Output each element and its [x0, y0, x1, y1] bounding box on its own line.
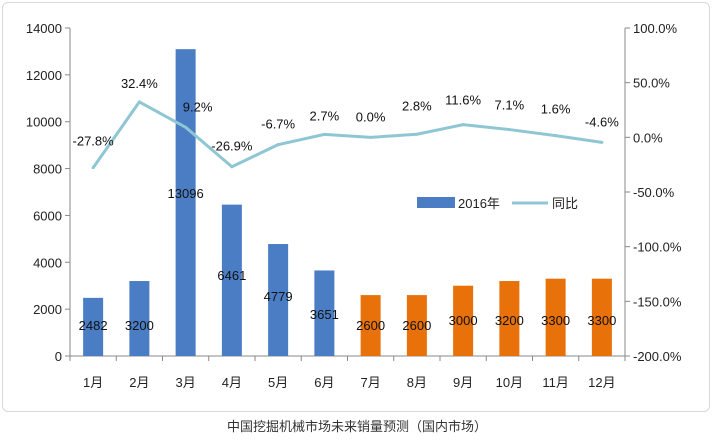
- yoy-point: [415, 132, 419, 136]
- yoy-value-label: -27.8%: [73, 134, 115, 149]
- left-tick-label: 4000: [33, 255, 62, 270]
- yoy-value-label: -4.6%: [585, 114, 619, 129]
- yoy-point: [230, 165, 234, 169]
- x-tick-label: 11月: [542, 375, 569, 390]
- yoy-point: [91, 166, 95, 170]
- right-tick-label: -200.0%: [633, 349, 682, 364]
- yoy-value-label: -6.7%: [261, 117, 295, 132]
- bar-value-label: 3300: [541, 313, 570, 328]
- legend-bar-label: 2016年: [458, 196, 500, 211]
- bar: [499, 281, 520, 356]
- right-tick-label: 100.0%: [633, 21, 678, 36]
- yoy-value-label: 2.7%: [310, 108, 340, 123]
- yoy-point: [322, 132, 326, 136]
- left-tick-label: 14000: [26, 21, 62, 36]
- yoy-value-label: 7.1%: [495, 98, 525, 113]
- right-tick-label: 50.0%: [633, 76, 670, 91]
- bar: [545, 278, 566, 356]
- x-tick-label: 9月: [453, 375, 473, 390]
- yoy-value-label: 1.6%: [541, 102, 571, 117]
- yoy-point: [184, 125, 188, 129]
- legend-line-label: 同比: [552, 196, 578, 211]
- yoy-line: [91, 100, 603, 169]
- x-tick-label: 1月: [83, 375, 103, 390]
- x-tick-label: 12月: [588, 375, 615, 390]
- bar: [360, 295, 381, 356]
- bar-value-label: 13096: [168, 186, 204, 201]
- bar: [406, 295, 427, 356]
- bar: [221, 204, 242, 356]
- right-tick-label: -150.0%: [633, 294, 682, 309]
- legend-bar-swatch: [417, 197, 455, 208]
- bar: [591, 278, 612, 356]
- bar-value-label: 3651: [310, 307, 339, 322]
- x-tick-label: 7月: [361, 375, 381, 390]
- bar-value-label: 3000: [449, 313, 478, 328]
- chart-caption: 中国挖掘机械市场未来销量预测（国内市场）: [226, 420, 487, 435]
- x-tick-label: 5月: [268, 375, 288, 390]
- bar-value-label: 3300: [587, 313, 616, 328]
- left-tick-label: 6000: [33, 208, 62, 223]
- left-tick-label: 0: [55, 349, 62, 364]
- bar-value-label: 2600: [356, 318, 385, 333]
- right-tick-label: 0.0%: [633, 130, 663, 145]
- x-tick-label: 6月: [314, 375, 334, 390]
- bar-value-label: 3200: [125, 318, 154, 333]
- yoy-point: [554, 134, 558, 138]
- yoy-value-label: 32.4%: [121, 76, 158, 91]
- left-tick-label: 10000: [26, 115, 62, 130]
- right-tick-label: -50.0%: [633, 185, 675, 200]
- x-tick-label: 10月: [496, 375, 523, 390]
- right-tick-label: -100.0%: [633, 240, 682, 255]
- bar: [268, 244, 289, 356]
- bar: [314, 270, 335, 356]
- yoy-value-label: 2.8%: [402, 98, 432, 113]
- yoy-point: [137, 100, 141, 104]
- x-tick-label: 8月: [407, 375, 427, 390]
- bar-value-label: 6461: [217, 268, 246, 283]
- yoy-value-label: 9.2%: [183, 99, 213, 114]
- bar: [453, 285, 474, 356]
- yoy-point: [276, 143, 280, 147]
- chart-svg: 0 2000 4000 6000 8000 10000 12000 14000 -200.0% -…: [26, 21, 682, 390]
- yoy-point: [461, 123, 465, 127]
- bar-value-label: 4779: [264, 289, 293, 304]
- yoy-value-label: 11.6%: [445, 93, 481, 108]
- yoy-point: [507, 128, 511, 132]
- x-tick-label: 4月: [222, 375, 242, 390]
- yoy-point: [369, 135, 373, 139]
- yoy-value-label: 0.0%: [356, 109, 386, 124]
- left-tick-label: 8000: [33, 162, 62, 177]
- yoy-value-label: -26.9%: [211, 139, 253, 154]
- left-tick-label: 2000: [33, 302, 62, 317]
- bar-value-label: 3200: [495, 313, 524, 328]
- bar-value-label: 2600: [402, 318, 431, 333]
- yoy-point: [600, 140, 604, 144]
- x-tick-label: 2月: [129, 375, 149, 390]
- bar: [83, 297, 104, 356]
- x-tick-label: 3月: [176, 375, 196, 390]
- left-tick-label: 12000: [26, 68, 62, 83]
- bar: [129, 281, 150, 356]
- bar-value-label: 2482: [79, 318, 108, 333]
- bar: [175, 49, 196, 356]
